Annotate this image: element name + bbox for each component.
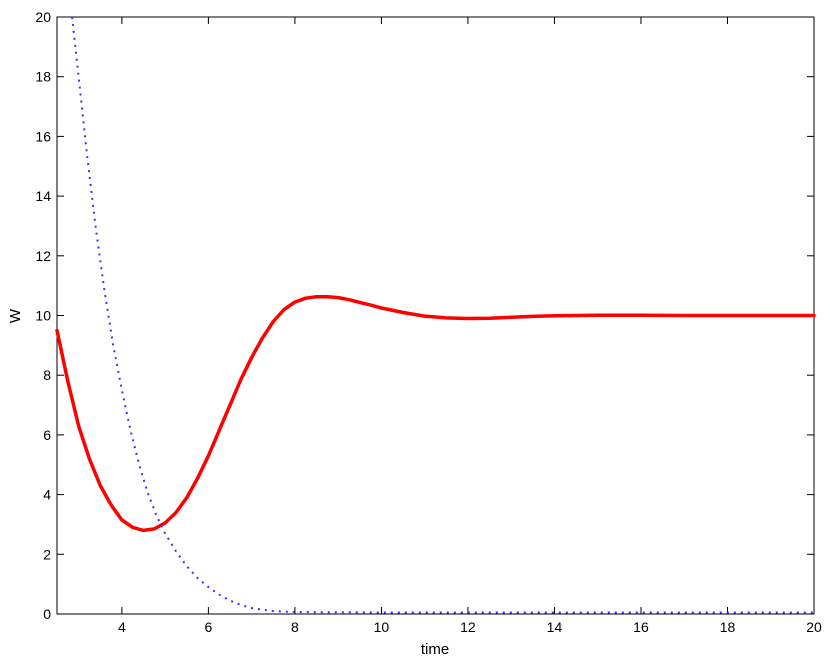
series-line-1: [55, 294, 816, 533]
x-tick-label: 4: [118, 619, 126, 635]
x-tick-label: 10: [374, 619, 390, 635]
x-tick-label: 18: [720, 619, 736, 635]
y-axis-label: W: [7, 308, 24, 323]
y-tick-label: 12: [35, 248, 51, 264]
x-tick-label: 8: [291, 619, 299, 635]
x-tick-label: 6: [205, 619, 213, 635]
y-tick-label: 20: [35, 9, 51, 25]
x-axis-label: time: [421, 641, 449, 658]
x-tick-label: 20: [806, 619, 822, 635]
y-tick-label: 8: [43, 367, 51, 383]
y-tick-label: 10: [35, 308, 51, 324]
y-axis-ticks: 0 2 4 6 8 10 12 14 16 18 20: [35, 9, 814, 622]
x-tick-label: 16: [633, 619, 649, 635]
y-tick-label: 18: [35, 69, 51, 85]
x-axis-ticks: 4 6 8 10 12 14 16 18 20: [118, 17, 822, 635]
x-tick-label: 14: [547, 619, 563, 635]
x-tick-label: 12: [460, 619, 476, 635]
y-tick-label: 14: [35, 188, 51, 204]
y-tick-label: 6: [43, 427, 51, 443]
y-tick-label: 4: [43, 487, 51, 503]
y-tick-label: 0: [43, 606, 51, 622]
y-tick-label: 16: [35, 128, 51, 144]
series-layer: [55, 16, 816, 614]
y-tick-label: 2: [43, 546, 51, 562]
